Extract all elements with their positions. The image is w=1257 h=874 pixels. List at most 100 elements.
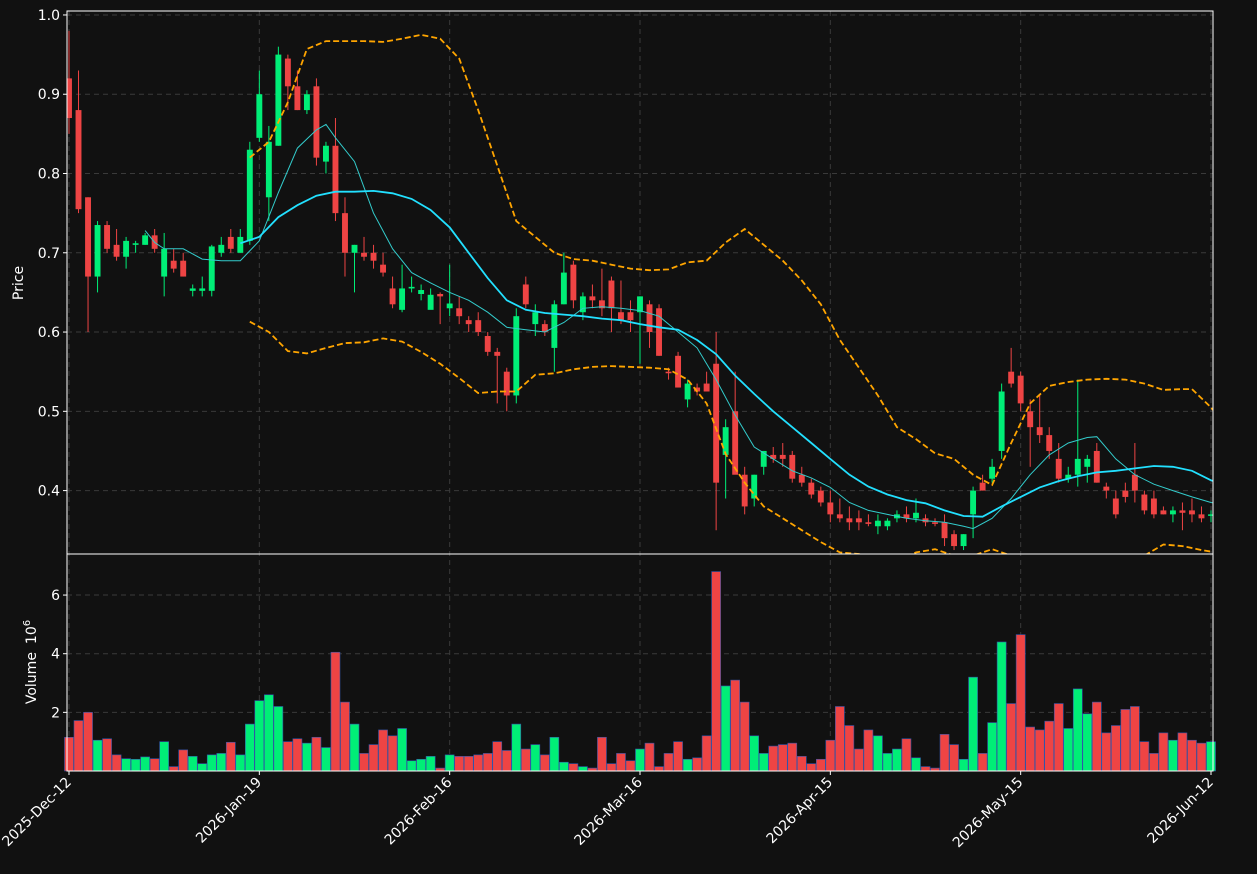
candle-body bbox=[1074, 458, 1081, 475]
candle-body bbox=[494, 351, 501, 356]
volume-bar bbox=[901, 738, 912, 772]
candle-body bbox=[484, 336, 491, 352]
volume-bar bbox=[1177, 732, 1188, 772]
candle-body bbox=[675, 355, 682, 388]
candle-body bbox=[703, 383, 710, 392]
sma-fast-line bbox=[144, 123, 1213, 530]
volume-bar bbox=[758, 753, 769, 772]
price-tick-label: 1.0 bbox=[38, 8, 60, 24]
volume-bar bbox=[520, 748, 531, 772]
volume-bar bbox=[597, 736, 607, 772]
volume-bar bbox=[225, 741, 236, 772]
grid bbox=[67, 11, 1213, 771]
volume-bar bbox=[321, 747, 331, 772]
volume-axis: 2 4 6 bbox=[51, 588, 67, 721]
candle-body bbox=[370, 252, 377, 261]
volume-bar bbox=[244, 723, 255, 772]
candle-body bbox=[256, 94, 263, 138]
volume-bar bbox=[492, 741, 503, 772]
volume-bar bbox=[1168, 739, 1178, 772]
candle-body bbox=[1141, 494, 1148, 511]
price-axis: 0.4 0.5 0.6 0.7 0.8 0.9 1.0 bbox=[38, 8, 67, 500]
candle-body bbox=[465, 320, 472, 325]
volume-bar bbox=[873, 735, 883, 772]
candle-body bbox=[855, 518, 862, 523]
volume-bar bbox=[264, 694, 274, 772]
volume-bar bbox=[1196, 742, 1207, 772]
volume-bar bbox=[787, 742, 798, 772]
volume-bar bbox=[692, 757, 702, 772]
volume-bar bbox=[235, 754, 246, 772]
volume-bar bbox=[102, 738, 112, 772]
volume-bar bbox=[1063, 728, 1074, 772]
volume-bar bbox=[1206, 741, 1216, 772]
candle-body bbox=[760, 450, 767, 467]
candle-body bbox=[399, 288, 406, 310]
volume-bar bbox=[92, 739, 103, 772]
volume-bar bbox=[482, 753, 493, 772]
volume-bar bbox=[625, 760, 636, 772]
candle-body bbox=[218, 244, 225, 253]
volume-bar bbox=[616, 753, 626, 772]
volume-tick-label: 2 bbox=[51, 705, 60, 721]
volume-bar bbox=[149, 758, 160, 772]
volume-bar bbox=[863, 729, 874, 772]
volume-bar bbox=[644, 742, 655, 772]
volume-bar bbox=[1015, 634, 1026, 772]
volume-bar bbox=[159, 741, 169, 772]
volume-bar bbox=[739, 701, 750, 772]
candle-body bbox=[817, 490, 824, 503]
volume-bar bbox=[777, 744, 788, 772]
volume-bar bbox=[844, 725, 855, 772]
price-tick-label: 0.7 bbox=[38, 246, 60, 262]
candle-body bbox=[1179, 510, 1186, 513]
candle-body bbox=[104, 225, 111, 249]
candle-body bbox=[1208, 514, 1213, 516]
candle-body bbox=[560, 272, 567, 305]
candle-body bbox=[342, 213, 348, 253]
candle-body bbox=[865, 522, 872, 524]
volume-bar bbox=[920, 766, 931, 772]
volume-panel-frame bbox=[66, 553, 1214, 772]
price-plot bbox=[67, 30, 1213, 554]
candle-body bbox=[456, 308, 463, 317]
volume-bar bbox=[559, 761, 569, 772]
candle-body bbox=[351, 244, 358, 253]
volume-bar bbox=[549, 736, 560, 772]
volume-bar bbox=[273, 706, 284, 772]
candle-body bbox=[1189, 510, 1195, 515]
candle-body bbox=[67, 78, 72, 119]
candle-body bbox=[522, 284, 529, 305]
candle-body bbox=[846, 518, 853, 523]
candle-body bbox=[189, 288, 196, 291]
volume-bar bbox=[73, 720, 84, 772]
volume-bar bbox=[663, 753, 674, 772]
candle-body bbox=[446, 303, 453, 309]
volume-bar bbox=[949, 744, 959, 772]
candle-body bbox=[570, 264, 577, 301]
volume-bar bbox=[1091, 701, 1102, 772]
volume-bar bbox=[1187, 739, 1197, 772]
volume-bar bbox=[1044, 720, 1055, 772]
candle-body bbox=[684, 383, 691, 400]
volume-bar bbox=[1053, 703, 1064, 772]
volume-bar bbox=[463, 756, 474, 772]
volume-tick-label: 4 bbox=[51, 647, 60, 663]
candle-body bbox=[85, 197, 91, 277]
volume-bar bbox=[1101, 732, 1112, 772]
candle-body bbox=[694, 387, 701, 392]
volume-bar bbox=[701, 735, 712, 772]
candle-body bbox=[665, 371, 672, 374]
volume-bar bbox=[882, 753, 893, 772]
volume-bar bbox=[121, 758, 131, 772]
volume-bar bbox=[378, 729, 388, 772]
candle-body bbox=[389, 288, 396, 305]
candle-body bbox=[94, 225, 101, 277]
candle-body bbox=[770, 454, 777, 459]
volume-bar bbox=[178, 749, 189, 772]
volume-bar bbox=[711, 571, 721, 772]
volume-bar bbox=[454, 756, 465, 772]
volume-bar bbox=[292, 738, 303, 772]
volume-bar bbox=[1111, 725, 1121, 772]
candle-body bbox=[408, 286, 415, 289]
